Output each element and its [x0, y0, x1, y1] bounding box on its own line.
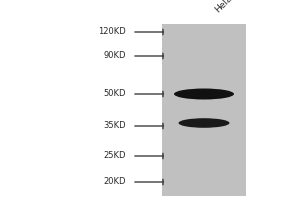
- Text: 25KD: 25KD: [103, 152, 126, 160]
- Text: 90KD: 90KD: [103, 51, 126, 60]
- Text: Hela: Hela: [213, 0, 234, 14]
- Bar: [162, 24, 246, 196]
- Ellipse shape: [178, 118, 230, 128]
- Text: 50KD: 50KD: [103, 90, 126, 98]
- Text: 35KD: 35KD: [103, 121, 126, 130]
- Text: 20KD: 20KD: [103, 178, 126, 186]
- Ellipse shape: [174, 88, 234, 99]
- Text: 120KD: 120KD: [98, 27, 126, 36]
